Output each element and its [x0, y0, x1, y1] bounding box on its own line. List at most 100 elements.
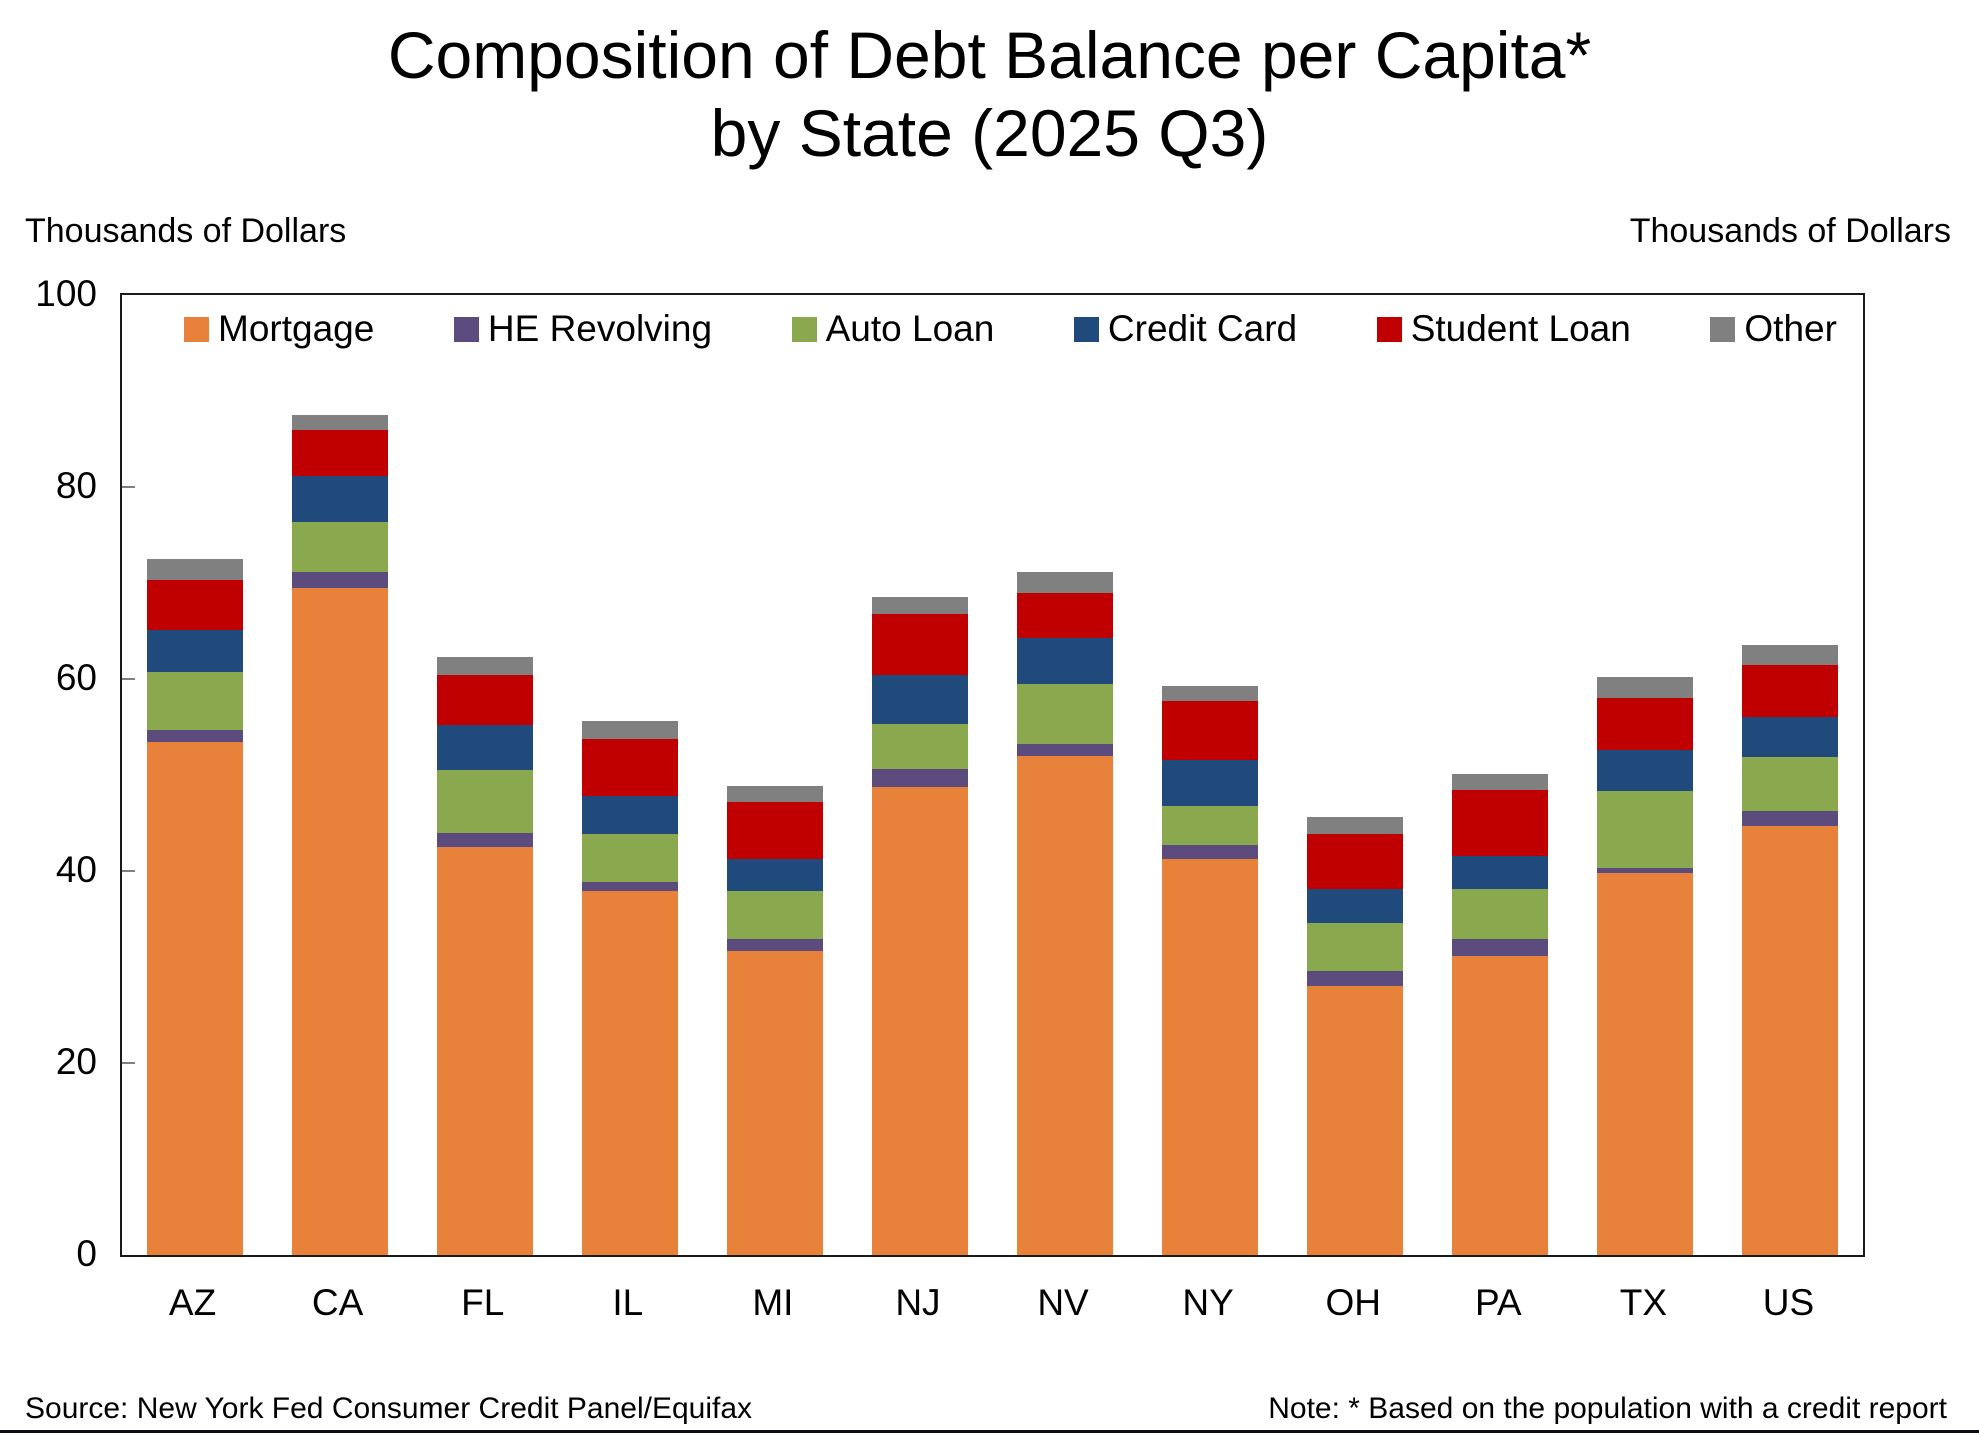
bar-segment-ca-auto-loan: [291, 521, 388, 573]
x-axis-label-pa: PA: [1474, 1282, 1522, 1323]
bar-segment-tx-other: [1597, 677, 1694, 699]
bar-segment-pa-student-loan: [1452, 790, 1549, 856]
bar-segment-az-student-loan: [146, 580, 243, 631]
bar-segment-nv-he-revolving: [1017, 744, 1114, 756]
y-tick-40: [122, 870, 135, 872]
bar-segment-az-other: [146, 559, 243, 581]
legend-swatch-student-loan: [1376, 316, 1402, 342]
bar-segment-nj-he-revolving: [871, 769, 968, 787]
footnote: Note: * Based on the population with a c…: [1268, 1392, 1947, 1425]
bar-az: [146, 559, 243, 1255]
bar-segment-mi-mortgage: [726, 950, 823, 1255]
x-axis-label-tx: TX: [1619, 1282, 1667, 1323]
bar-segment-pa-other: [1452, 774, 1549, 791]
legend-label-student-loan: Student Loan: [1410, 308, 1631, 349]
x-axis-label-il: IL: [612, 1282, 644, 1323]
legend-swatch-other: [1710, 316, 1736, 342]
y-tick-80: [122, 486, 135, 488]
bar-segment-il-other: [581, 721, 678, 739]
bar-segment-nv-other: [1017, 571, 1114, 593]
bar-segment-oh-other: [1307, 817, 1404, 834]
x-axis-label-us: US: [1762, 1282, 1815, 1323]
bar-segment-nj-student-loan: [871, 613, 968, 676]
bar-segment-pa-mortgage: [1452, 956, 1549, 1255]
bar-segment-oh-mortgage: [1307, 986, 1404, 1255]
legend-label-other: Other: [1744, 308, 1837, 349]
bar-segment-tx-credit-card: [1597, 750, 1694, 792]
bar-segment-nj-mortgage: [871, 786, 968, 1255]
legend-label-he-revolving: HE Revolving: [487, 308, 713, 349]
legend-item-other: Other: [1710, 309, 1837, 349]
bar-pa: [1452, 774, 1549, 1255]
y-axis-label-100: 100: [35, 273, 97, 314]
y-axis-label-0: 0: [76, 1233, 97, 1274]
bar-segment-ny-mortgage: [1162, 859, 1259, 1255]
bar-segment-us-credit-card: [1742, 717, 1839, 757]
bar-segment-nv-auto-loan: [1017, 683, 1114, 745]
bar-segment-az-he-revolving: [146, 729, 243, 743]
bar-segment-ca-mortgage: [291, 587, 388, 1255]
x-axis-label-ca: CA: [311, 1282, 364, 1323]
bar-ny: [1162, 685, 1259, 1255]
bar-segment-fl-he-revolving: [436, 832, 533, 847]
bar-segment-az-auto-loan: [146, 672, 243, 730]
y-tick-20: [122, 1062, 135, 1064]
bar-segment-fl-credit-card: [436, 725, 533, 771]
x-axis-label-oh: OH: [1325, 1282, 1381, 1323]
bar-segment-il-student-loan: [581, 738, 678, 797]
bar-segment-ny-other: [1162, 685, 1259, 702]
legend-swatch-mortgage: [184, 316, 209, 342]
bar-segment-ca-other: [291, 415, 388, 431]
bar-ca: [291, 415, 388, 1255]
bar-segment-tx-student-loan: [1597, 698, 1694, 751]
bar-nj: [871, 597, 968, 1255]
bottom-border-line: [0, 1430, 1979, 1433]
bar-segment-il-auto-loan: [581, 833, 678, 882]
bar-tx: [1597, 677, 1694, 1255]
bar-segment-fl-student-loan: [436, 675, 533, 726]
x-axis-label-nv: NV: [1037, 1282, 1089, 1323]
y-axis-label-60: 60: [55, 657, 97, 698]
bar-segment-tx-mortgage: [1597, 872, 1694, 1255]
legend-item-he-revolving: HE Revolving: [453, 308, 713, 349]
chart-title-line1: Composition of Debt Balance per Capita*: [387, 18, 1592, 92]
bar-segment-ny-auto-loan: [1162, 805, 1259, 846]
chart-title: Composition of Debt Balance per Capita* …: [0, 16, 1979, 172]
bar-segment-us-other: [1742, 645, 1839, 665]
bar-segment-mi-he-revolving: [726, 939, 823, 951]
bar-segment-mi-student-loan: [726, 801, 823, 859]
bar-segment-us-auto-loan: [1742, 756, 1839, 811]
legend-item-auto-loan: Auto Loan: [791, 308, 995, 349]
x-axis-label-ny: NY: [1182, 1282, 1234, 1323]
bar-segment-fl-mortgage: [436, 847, 533, 1255]
legend-label-credit-card: Credit Card: [1107, 308, 1298, 349]
bar-segment-ca-he-revolving: [291, 572, 388, 588]
legend-swatch-he-revolving: [453, 316, 479, 342]
y-tick-60: [122, 678, 135, 680]
bar-oh: [1307, 817, 1404, 1255]
footer: Source: New York Fed Consumer Credit Pan…: [25, 1392, 1947, 1426]
bar-segment-fl-auto-loan: [436, 770, 533, 833]
bar-segment-az-mortgage: [146, 742, 243, 1255]
bar-segment-nj-credit-card: [871, 675, 968, 725]
y-axis-label-40: 40: [55, 849, 97, 890]
bar-nv: [1017, 571, 1114, 1255]
legend-label-mortgage: Mortgage: [218, 308, 375, 349]
bar-segment-nj-auto-loan: [871, 724, 968, 770]
legend-item-credit-card: Credit Card: [1073, 308, 1298, 349]
bar-segment-pa-credit-card: [1452, 855, 1549, 890]
legend-item-mortgage: Mortgage: [184, 309, 374, 349]
legend-label-auto-loan: Auto Loan: [825, 308, 995, 349]
bar-il: [581, 721, 678, 1255]
bar-mi: [726, 785, 823, 1255]
x-axis-label-fl: FL: [461, 1282, 505, 1323]
bar-segment-tx-he-revolving: [1597, 868, 1694, 873]
bar-segment-mi-credit-card: [726, 858, 823, 892]
x-axis-label-mi: MI: [752, 1282, 794, 1323]
bar-segment-il-mortgage: [581, 891, 678, 1255]
legend-item-student-loan: Student Loan: [1376, 308, 1631, 349]
bar-fl: [436, 656, 533, 1255]
bar-segment-az-credit-card: [146, 630, 243, 673]
bar-segment-nv-credit-card: [1017, 637, 1114, 684]
